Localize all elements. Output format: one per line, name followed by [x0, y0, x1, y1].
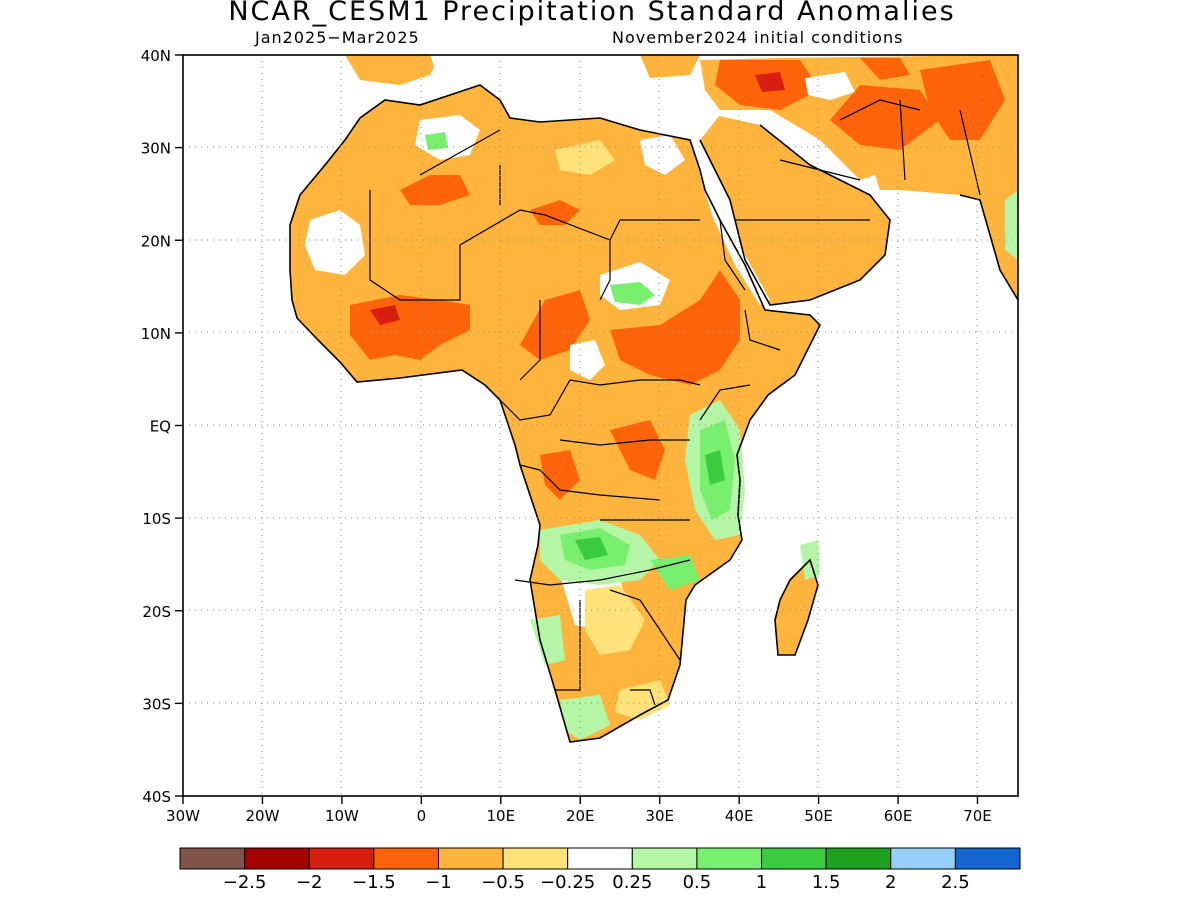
lat-tick-label: 20S	[142, 603, 171, 621]
strong-wet-regions	[575, 450, 725, 560]
longitude-axis: 30W 20W 10W 0 10E 20E 30E 40E 50E 60E 70E	[166, 796, 992, 825]
land-madagascar	[775, 560, 818, 655]
lon-tick-label: 10W	[325, 807, 359, 825]
colorbar-swatch	[244, 847, 310, 870]
lat-tick-label: 30S	[142, 695, 171, 713]
lat-tick-label: 10N	[141, 325, 171, 343]
lon-tick-label: 30E	[645, 807, 674, 825]
chart-title: NCAR_CESM1 Precipitation Standard Anomal…	[228, 0, 956, 27]
land-arabia	[700, 115, 890, 305]
lon-tick-label: 10E	[487, 807, 516, 825]
sea-mask	[430, 55, 880, 305]
lat-tick-label: 20N	[141, 232, 171, 250]
colorbar-swatch	[567, 847, 633, 870]
lat-tick-label: 40N	[141, 47, 171, 65]
colorbar-label: 0.5	[683, 872, 712, 893]
lon-tick-label: 50E	[804, 807, 833, 825]
lon-tick-label: 0	[417, 807, 427, 825]
country-borders	[369, 99, 981, 706]
lat-tick-label: EQ	[150, 418, 171, 436]
colorbar-label: 1	[756, 872, 767, 893]
lat-tick-label: 40S	[142, 788, 171, 806]
colorbar-swatch	[631, 847, 698, 870]
latitude-axis: 40N 30N 20N 10N EQ 10S 20S 30S 40S	[141, 47, 183, 806]
colorbar-swatch	[761, 847, 827, 870]
lat-tick-label: 10S	[142, 510, 171, 528]
colorbar-swatch	[825, 847, 892, 870]
colorbar-label: 2.5	[941, 872, 970, 893]
colorbar-swatch	[696, 847, 763, 870]
initial-conditions: November2024 initial conditions	[612, 28, 904, 47]
lon-tick-label: 20W	[245, 807, 279, 825]
coastlines	[289, 84, 1018, 743]
colorbar-label: 2	[885, 872, 896, 893]
light-dry-regions	[555, 140, 670, 720]
lon-tick-label: 40E	[725, 807, 754, 825]
colorbar: −2.5 −2 −1.5 −1 −0.5 −0.25 0.25 0.5 1 1.5 2 2.5	[179, 847, 1021, 893]
colorbar-swatch	[954, 847, 1021, 870]
colorbar-label: 0.25	[612, 872, 652, 893]
colorbar-label: −2.5	[223, 872, 267, 893]
colorbar-swatch	[373, 847, 439, 870]
colorbar-label: −1.5	[352, 872, 396, 893]
colorbar-label: −2	[296, 872, 323, 893]
very-strong-dry-regions	[370, 72, 785, 325]
colorbar-swatch	[179, 847, 246, 870]
lon-tick-label: 30W	[166, 807, 200, 825]
colorbar-swatch	[502, 847, 569, 870]
colorbar-swatch	[308, 847, 375, 870]
map-area	[183, 55, 1018, 796]
colorbar-label: −0.25	[540, 872, 595, 893]
colorbar-label: −0.5	[481, 872, 525, 893]
lon-tick-label: 60E	[884, 807, 913, 825]
colorbar-label: 1.5	[812, 872, 841, 893]
forecast-period: Jan2025−Mar2025	[255, 28, 420, 47]
lon-tick-label: 20E	[566, 807, 595, 825]
colorbar-swatch	[437, 847, 504, 870]
lon-tick-label: 70E	[963, 807, 992, 825]
colorbar-swatch	[890, 847, 956, 870]
colorbar-label: −1	[425, 872, 452, 893]
lat-tick-label: 30N	[141, 140, 171, 158]
